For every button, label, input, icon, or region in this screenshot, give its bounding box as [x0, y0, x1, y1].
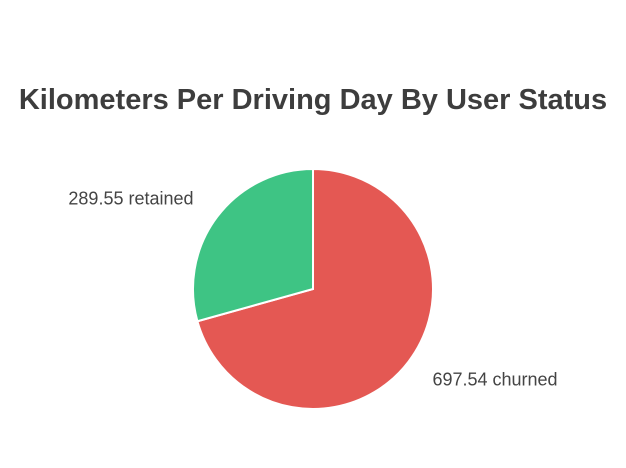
pie-label-churned: 697.54 churned — [432, 370, 557, 390]
pie-labels: 697.54 churned 289.55 retained — [68, 188, 557, 389]
chart-title: Kilometers Per Driving Day By User Statu… — [18, 84, 608, 116]
pie-label-retained: 289.55 retained — [68, 188, 193, 208]
pie-slice-churned — [196, 167, 434, 410]
pie-slice-retained — [192, 167, 314, 323]
pie-slices — [192, 167, 434, 410]
